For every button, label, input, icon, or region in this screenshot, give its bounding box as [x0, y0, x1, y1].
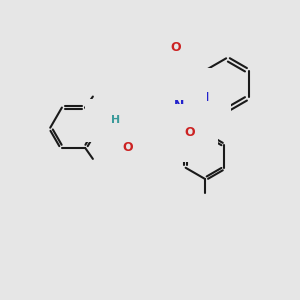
Text: O: O [123, 141, 134, 154]
Text: H: H [111, 115, 120, 125]
Text: N: N [174, 99, 184, 112]
Text: O: O [185, 126, 195, 139]
Text: N: N [100, 114, 111, 127]
Text: N: N [199, 91, 209, 104]
Text: O: O [170, 41, 181, 54]
Text: N: N [158, 78, 169, 91]
Text: N: N [154, 65, 164, 78]
